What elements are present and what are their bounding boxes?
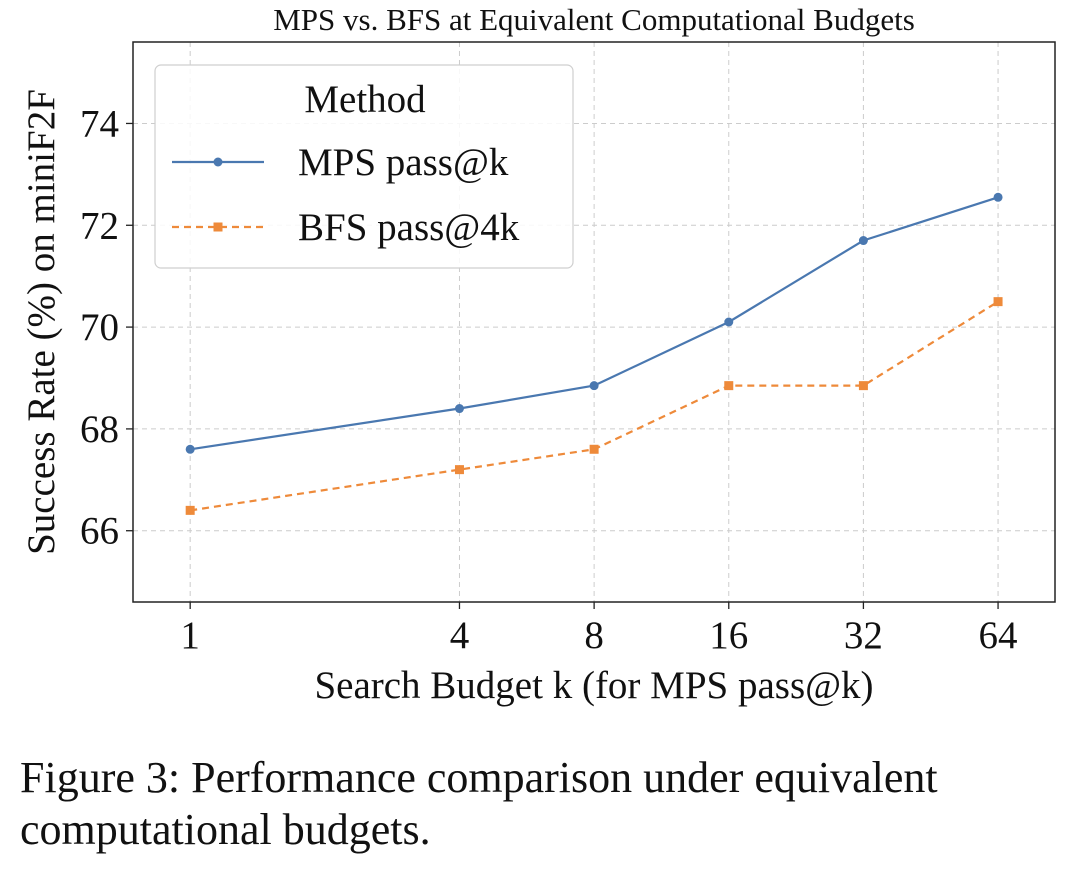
- series-line-bfs: [190, 300, 999, 512]
- legend-marker-mps: [213, 157, 223, 167]
- y-tick-label: 72: [80, 204, 119, 247]
- x-tick-label: 8: [584, 614, 604, 657]
- legend: Method MPS pass@k BFS pass@4k: [154, 64, 574, 269]
- x-tick-label: 64: [979, 614, 1018, 657]
- series-line-mps: [190, 196, 999, 451]
- data-point-bfs: [185, 505, 195, 515]
- y-tick-label: 70: [80, 306, 119, 349]
- chart-title: MPS vs. BFS at Equivalent Computational …: [273, 2, 915, 37]
- y-tick-label: 74: [80, 102, 119, 145]
- data-point-mps: [185, 444, 195, 454]
- data-point-bfs: [724, 381, 734, 391]
- chart: 1 4 8 16 32 64 66 68 70 72 74 MPS vs. BFS at Equiv…: [20, 2, 1056, 707]
- legend-title: Method: [304, 78, 426, 121]
- x-tick-label: 32: [844, 614, 883, 657]
- ticks: 1 4 8 16 32 64 66 68 70 72 74: [80, 102, 1018, 657]
- data-point-bfs: [993, 297, 1003, 307]
- x-tick-label: 1: [180, 614, 200, 657]
- data-point-mps: [993, 192, 1003, 202]
- figure-caption: Figure 3: Performance comparison under e…: [20, 753, 938, 854]
- y-tick-label: 68: [80, 408, 119, 451]
- data-point-mps: [724, 317, 734, 327]
- data-point-mps: [589, 381, 599, 391]
- legend-label-mps: MPS pass@k: [298, 141, 509, 184]
- x-axis-label: Search Budget k (for MPS pass@k): [314, 664, 873, 707]
- x-tick-label: 4: [450, 614, 470, 657]
- y-tick-label: 66: [80, 510, 119, 553]
- legend-box: [154, 64, 574, 269]
- series-layer: [185, 192, 1003, 515]
- x-tick-label: 16: [709, 614, 748, 657]
- y-axis-label: Success Rate (%) on miniF2F: [20, 89, 63, 555]
- legend-marker-bfs: [213, 222, 223, 232]
- data-point-mps: [858, 236, 868, 246]
- grid: [133, 42, 1055, 602]
- legend-label-bfs: BFS pass@4k: [298, 206, 520, 249]
- data-point-bfs: [858, 381, 868, 391]
- data-point-bfs: [589, 444, 599, 454]
- data-point-mps: [454, 404, 464, 414]
- data-point-bfs: [454, 465, 464, 475]
